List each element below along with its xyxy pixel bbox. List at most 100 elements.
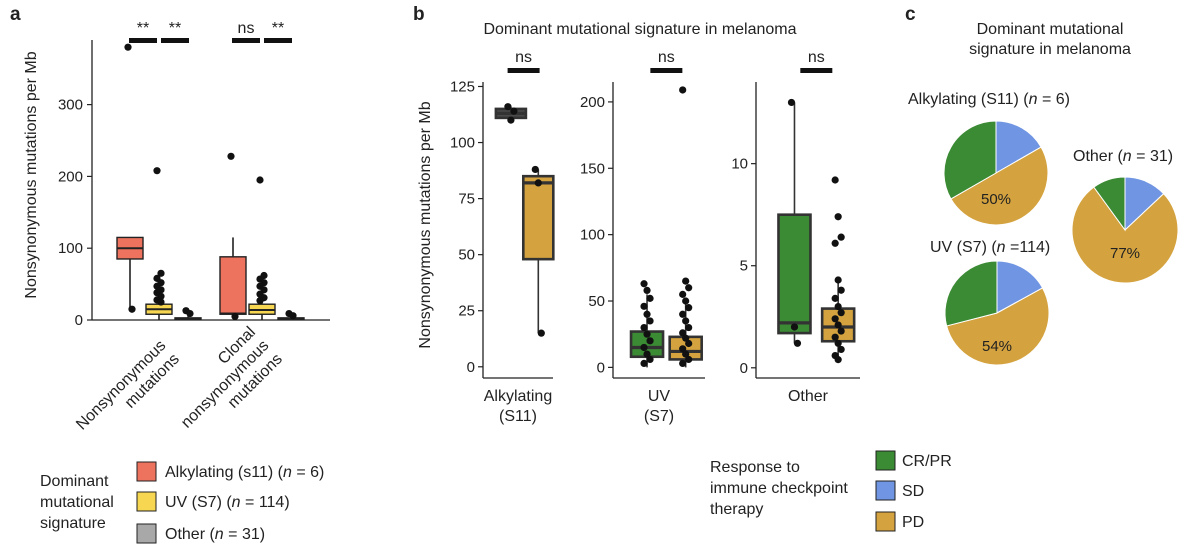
panel-b-point <box>643 350 651 358</box>
panel-a-sig-label: ** <box>137 20 149 37</box>
panel-a-outlier <box>153 167 161 175</box>
panel-a-sig-bar <box>129 38 157 43</box>
panel-b-point <box>534 179 542 187</box>
panel-b-ytick-label: 0 <box>740 360 748 377</box>
panel-b-point <box>643 286 651 294</box>
panel-b-facet-label: (S7) <box>644 408 674 425</box>
legend-swatch-other <box>136 523 157 544</box>
panel-a-outlier <box>289 312 297 320</box>
panel-b-point <box>679 359 687 367</box>
panel-a-sig-label: ** <box>272 20 284 37</box>
panel-b-ytick-label: 125 <box>450 78 475 95</box>
pie-percent-label: 50% <box>981 191 1011 208</box>
legend-swatch-uv <box>136 491 157 512</box>
legend-label-other: Other (n = 31) <box>165 526 265 543</box>
panel-b-ytick-label: 5 <box>740 258 748 275</box>
panel-b-box <box>521 174 555 261</box>
panel-b-sig-bar <box>650 68 683 73</box>
panel-a-sig-bar <box>232 38 260 43</box>
panel-b-legend-title-1: Response to <box>710 459 800 476</box>
panel-a-legend-title-1: Dominant <box>40 473 109 490</box>
panel-a-outlier <box>157 298 165 306</box>
panel-b-sig-label: ns <box>808 49 825 66</box>
panel-b-point <box>504 103 512 111</box>
panel-b-point <box>646 317 654 325</box>
panel-b-point <box>640 343 648 352</box>
panel-a-letter: a <box>10 4 21 25</box>
panel-b-point <box>682 277 690 285</box>
chart-marks: 0100200300NonsynonymousmutationsClonalno… <box>58 20 1179 433</box>
legend-label-crpr: CR/PR <box>902 453 952 470</box>
panel-a-sig-bar <box>161 38 189 43</box>
panel-b-point <box>679 290 687 298</box>
panel-b-ytick-label: 0 <box>467 359 475 376</box>
panel-b-point <box>646 294 654 302</box>
pie-slice-crpr <box>944 260 998 327</box>
panel-a-ylabel: Nonsynonymous mutations per Mb <box>23 51 40 298</box>
panel-b-sig-label: ns <box>515 49 532 66</box>
panel-b-legend: Response to immune checkpoint therapy CR… <box>710 450 952 532</box>
panel-b-sig-bar <box>800 68 833 73</box>
panel-b-point <box>640 280 648 288</box>
panel-a-legend-title-2: mutational <box>40 494 114 511</box>
legend-label-alkylating: Alkylating (s11) (n = 6) <box>165 464 324 481</box>
panel-b-facet-label: (S11) <box>499 408 537 425</box>
panel-c-title-line1: Dominant mutational <box>977 21 1124 38</box>
legend-label-sd: SD <box>902 483 924 500</box>
panel-a-outlier <box>186 309 194 318</box>
pie-slice-sd <box>995 120 1042 174</box>
panel-a-ytick-label: 300 <box>58 97 83 114</box>
panel-b-point <box>837 327 845 335</box>
pie-percent-label: 54% <box>982 338 1012 355</box>
panel-b-ytick-label: 50 <box>458 247 475 264</box>
panel-a-legend: Dominant mutational signature Alkylating… <box>40 461 324 544</box>
panel-a-ytick-label: 100 <box>58 240 83 257</box>
panel-b-point <box>640 359 648 367</box>
panel-b-point <box>640 323 648 332</box>
panel-a-sig-label: ** <box>169 20 181 37</box>
pie-slice-crpr <box>1093 176 1126 232</box>
panel-b-point <box>537 329 545 337</box>
panel-b-point <box>682 297 690 305</box>
pie-slice-pd <box>946 287 1050 366</box>
panel-b-point <box>837 233 845 241</box>
pie-slice-pd <box>1071 186 1179 284</box>
panel-b-legend-title-2: immune checkpoint <box>710 480 848 497</box>
panel-b-point <box>531 165 539 174</box>
panel-b-point <box>834 302 842 311</box>
panel-b-title: Dominant mutational signature in melanom… <box>483 21 796 38</box>
panel-b-ytick-label: 100 <box>450 135 475 152</box>
panel-b-point <box>837 286 845 294</box>
panel-b-point <box>640 302 648 310</box>
panel-b-box <box>777 213 812 335</box>
panel-b-ylabel: Nonsynonymous mutations per Mb <box>417 101 434 348</box>
panel-b-legend-title-3: therapy <box>710 501 763 518</box>
panel-b-ytick-label: 200 <box>580 94 605 111</box>
panel-b-ytick-label: 25 <box>458 303 475 320</box>
panel-b-facet-label: UV <box>648 388 671 405</box>
panel-b-point <box>834 321 842 329</box>
panel-b-point <box>831 294 839 302</box>
pie-slice-crpr <box>943 120 997 200</box>
panel-b-point <box>682 317 690 325</box>
panel-b-point <box>831 239 839 247</box>
panel-b-point <box>834 276 842 284</box>
pie-slice-sd <box>996 260 1044 314</box>
legend-label-pd: PD <box>902 514 924 531</box>
legend-swatch-crpr <box>875 450 896 471</box>
panel-a-outlier <box>157 269 165 277</box>
panel-c-title-line2: signature in melanoma <box>969 41 1131 58</box>
legend-swatch-pd <box>875 511 896 532</box>
panel-b-letter: b <box>413 4 425 25</box>
panel-b-ytick-label: 50 <box>588 293 605 310</box>
panel-b-point <box>837 309 845 317</box>
panel-b-point <box>646 355 654 364</box>
panel-b-ytick-label: 10 <box>731 156 748 173</box>
panel-b-ytick-label: 150 <box>580 160 605 177</box>
panel-a-outlier <box>128 305 136 313</box>
panel-b-point <box>679 329 687 337</box>
legend-swatch-sd <box>875 480 896 501</box>
panel-b-ytick-label: 100 <box>580 227 605 244</box>
